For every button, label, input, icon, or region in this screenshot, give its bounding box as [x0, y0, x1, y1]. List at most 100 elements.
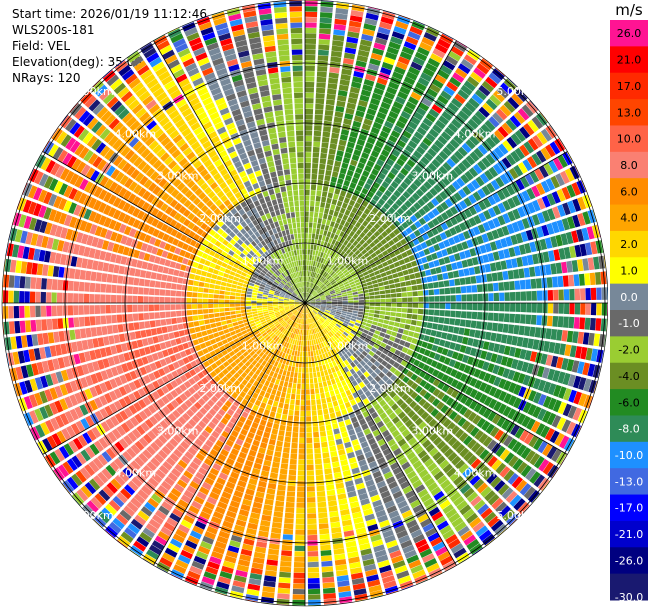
range-gate [335, 291, 342, 295]
range-gate [414, 394, 423, 403]
range-gate [389, 215, 397, 223]
range-gate [311, 356, 315, 362]
range-gate [461, 142, 472, 154]
range-gate [368, 259, 375, 265]
range-gate [484, 119, 496, 132]
range-gate [329, 323, 335, 328]
range-gate [332, 319, 338, 324]
range-gate [432, 436, 443, 446]
range-gate [482, 283, 488, 292]
range-gate [361, 187, 369, 195]
range-gate [318, 268, 322, 274]
range-gate [346, 242, 352, 248]
range-gate [436, 346, 444, 354]
range-gate [393, 220, 401, 228]
range-gate [451, 455, 462, 466]
range-gate [392, 326, 399, 332]
range-gate [466, 285, 472, 293]
range-gate [406, 370, 414, 378]
range-gate [266, 488, 276, 495]
range-gate [504, 292, 510, 301]
range-gate [336, 217, 342, 224]
range-gate [509, 494, 522, 507]
range-gate [307, 340, 310, 346]
range-gate [192, 315, 199, 321]
range-gate [454, 318, 461, 326]
range-gate [455, 443, 466, 454]
range-gate [421, 355, 429, 363]
range-gate [530, 278, 537, 289]
range-gate [369, 328, 376, 333]
range-gate [515, 479, 528, 493]
range-gate [498, 282, 505, 291]
range-gate [347, 334, 353, 340]
range-gate [454, 278, 461, 286]
range-gate [378, 318, 384, 324]
range-gate [434, 74, 447, 85]
range-gate [450, 287, 456, 294]
range-gate [327, 268, 332, 274]
range-gate [278, 582, 291, 589]
range-gate [316, 480, 325, 486]
range-gate [354, 202, 361, 209]
range-gate [358, 293, 364, 297]
range-gate [561, 218, 570, 231]
range-gate [219, 334, 227, 341]
range-gate [583, 378, 592, 392]
range-gate [579, 243, 587, 257]
range-gate [315, 305, 321, 308]
range-gate [354, 279, 360, 284]
range-gate [311, 290, 316, 295]
range-gate [352, 233, 359, 240]
range-gate [387, 274, 394, 280]
range-gate [493, 312, 499, 322]
range-gate [384, 189, 392, 198]
range-gate [306, 293, 310, 298]
range-gate [358, 245, 365, 252]
range-gate [495, 333, 502, 343]
range-gate [410, 61, 423, 71]
range-gate [518, 88, 528, 99]
range-gate [408, 196, 417, 205]
range-gate [315, 303, 321, 305]
range-gate [320, 298, 326, 301]
range-gate [336, 150, 344, 157]
range-gate [419, 347, 426, 355]
range-gate [439, 232, 448, 241]
range-gate [298, 443, 305, 449]
range-gate [481, 321, 488, 330]
range-gate [487, 283, 494, 292]
range-gate [478, 85, 491, 97]
range-gate [328, 72, 339, 79]
range-gate [465, 319, 472, 328]
range-gate [403, 354, 411, 362]
range-gate [478, 106, 490, 118]
range-gate [402, 384, 410, 393]
range-gate [482, 341, 490, 350]
range-gate [507, 408, 517, 420]
range-gate [301, 340, 303, 346]
range-gate [452, 270, 460, 278]
range-gate [391, 148, 401, 158]
range-gate [412, 150, 423, 160]
range-gate [198, 314, 204, 320]
range-gate [360, 367, 367, 374]
range-gate [437, 180, 447, 190]
range-gate [346, 169, 354, 177]
range-gate [316, 355, 321, 361]
range-gate [328, 315, 334, 319]
range-gate [502, 323, 509, 333]
range-gate [537, 379, 547, 392]
range-gate [437, 38, 451, 49]
range-gate [475, 321, 482, 329]
range-gate [410, 246, 418, 254]
range-gate [396, 207, 405, 216]
range-gate [267, 444, 275, 451]
range-gate [331, 395, 337, 402]
range-gate [426, 276, 433, 283]
range-gate [321, 196, 327, 203]
range-gate [323, 322, 328, 327]
range-gate [324, 208, 330, 215]
range-gate [524, 350, 532, 361]
range-gate [318, 212, 324, 219]
